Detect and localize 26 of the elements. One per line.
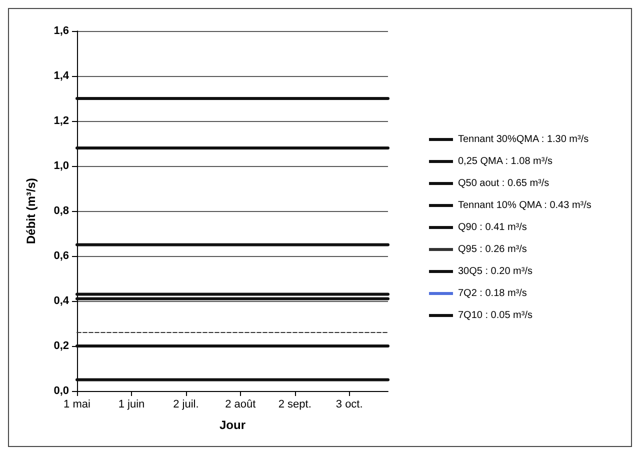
legend-label: 30Q5 : 0.20 m³/s <box>458 266 532 277</box>
x-tick-label: 2 juil. <box>173 398 199 410</box>
x-tick-label: 2 sept. <box>278 398 312 410</box>
y-tick-label: 1,4 <box>54 70 70 82</box>
legend-label: 7Q10 : 0.05 m³/s <box>458 310 532 321</box>
legend-label: 0,25 QMA : 1.08 m³/s <box>458 156 552 167</box>
y-tick-label: 0,0 <box>54 385 69 397</box>
legend-label: Tennant 10% QMA : 0.43 m³/s <box>458 200 592 211</box>
x-tick-label: 1 mai <box>64 398 90 410</box>
legend-label: Q90 : 0.41 m³/s <box>458 222 527 233</box>
y-tick-label: 0,8 <box>54 205 69 217</box>
y-tick-label: 0,6 <box>54 250 69 262</box>
y-axis-title: Débit (m³/s) <box>24 178 38 244</box>
y-tick-label: 0,4 <box>54 295 70 307</box>
x-axis-title: Jour <box>219 418 246 432</box>
y-tick-label: 1,6 <box>54 25 69 37</box>
y-tick-label: 1,2 <box>54 115 69 127</box>
legend-label: Q95 : 0.26 m³/s <box>458 244 527 255</box>
x-tick-label: 3 oct. <box>336 398 363 410</box>
x-tick-label: 1 juin <box>118 398 145 410</box>
x-tick-label: 2 août <box>225 398 256 410</box>
legend-label: 7Q2 : 0.18 m³/s <box>458 288 527 299</box>
legend-label: Q50 aout : 0.65 m³/s <box>458 178 550 189</box>
legend-label: Tennant 30%QMA : 1.30 m³/s <box>458 134 589 145</box>
y-tick-label: 0,2 <box>54 340 69 352</box>
y-tick-label: 1,0 <box>54 160 69 172</box>
